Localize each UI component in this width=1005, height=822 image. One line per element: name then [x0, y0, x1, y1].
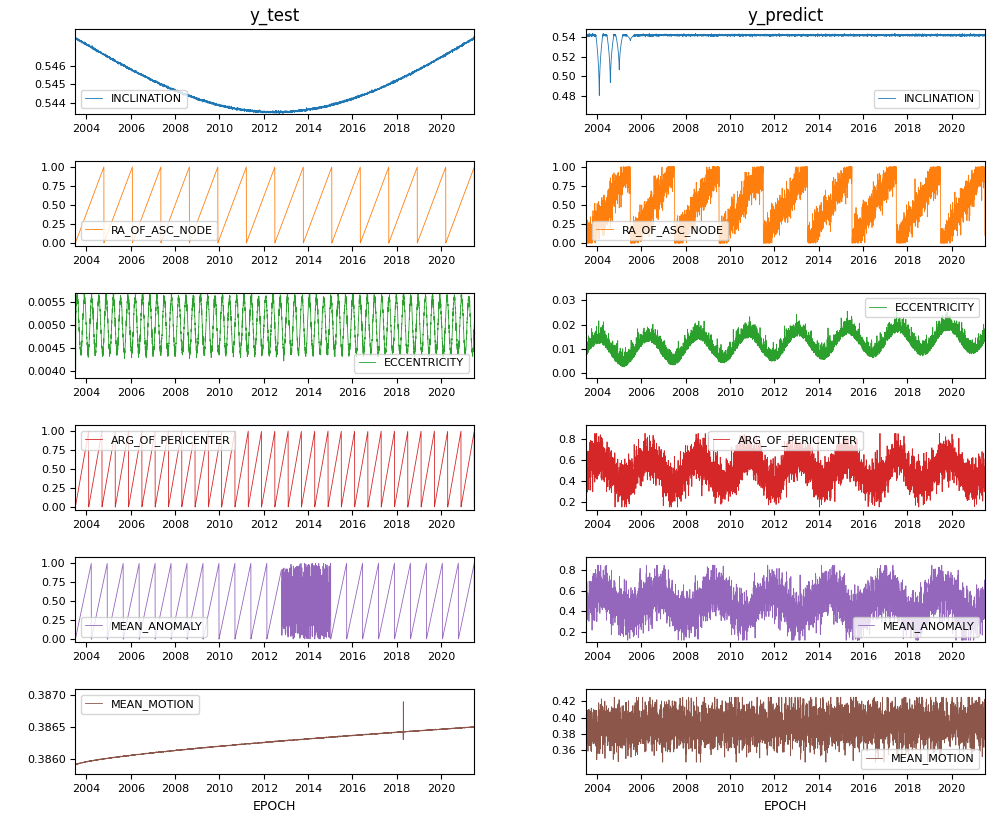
Legend: ECCENTRICITY: ECCENTRICITY — [354, 353, 468, 372]
Legend: RA_OF_ASC_NODE: RA_OF_ASC_NODE — [592, 220, 728, 241]
Legend: RA_OF_ASC_NODE: RA_OF_ASC_NODE — [81, 220, 217, 241]
Title: y_test: y_test — [249, 7, 299, 25]
Legend: MEAN_MOTION: MEAN_MOTION — [861, 749, 979, 769]
X-axis label: EPOCH: EPOCH — [764, 800, 807, 813]
Legend: INCLINATION: INCLINATION — [81, 90, 187, 109]
Legend: ARG_OF_PERICENTER: ARG_OF_PERICENTER — [81, 431, 235, 450]
Legend: MEAN_MOTION: MEAN_MOTION — [81, 695, 199, 714]
Title: y_predict: y_predict — [748, 7, 823, 25]
Legend: MEAN_ANOMALY: MEAN_ANOMALY — [853, 616, 979, 637]
X-axis label: EPOCH: EPOCH — [253, 800, 296, 813]
Legend: ECCENTRICITY: ECCENTRICITY — [864, 298, 979, 317]
Legend: INCLINATION: INCLINATION — [873, 90, 979, 109]
Legend: ARG_OF_PERICENTER: ARG_OF_PERICENTER — [709, 431, 862, 450]
Legend: MEAN_ANOMALY: MEAN_ANOMALY — [81, 616, 207, 637]
